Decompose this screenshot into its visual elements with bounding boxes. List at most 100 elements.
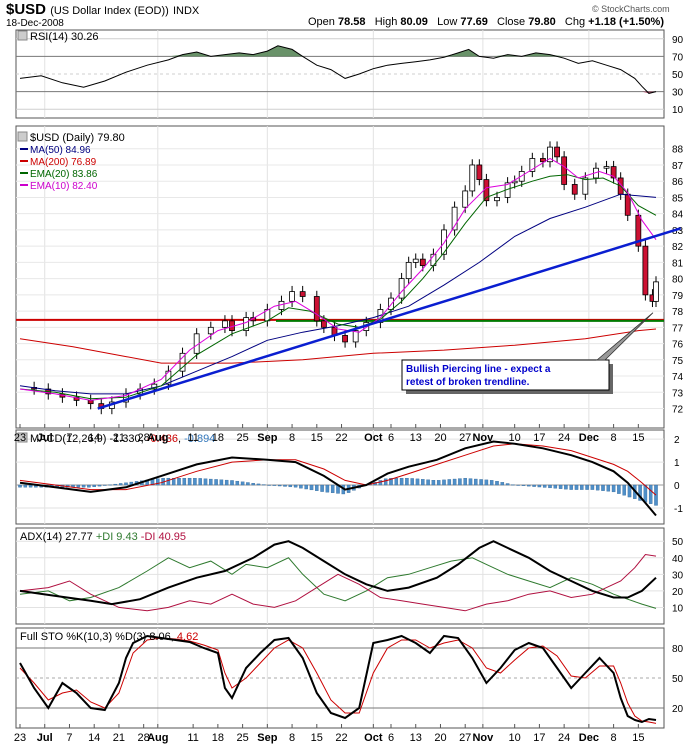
macd-label-part: MACD(12,26,9) -1.330, [30,433,147,445]
macd-histogram-bar [283,484,287,487]
price-tick-label: 74 [672,372,684,383]
macd-histogram-bar [378,480,383,486]
close-value: 79.80 [528,16,556,28]
macd-histogram-bar [399,477,404,486]
x-tick-label: 11 [187,432,198,444]
macd-histogram-bar [171,477,176,486]
macd-tick-label: 0 [674,481,680,492]
macd-histogram-bar [230,480,234,486]
candle-down [419,258,426,267]
x-tick-label: 8 [289,732,295,744]
x-tick-label: 14 [88,432,100,444]
price-tick-label: 72 [672,405,684,416]
rsi-tick-label: 70 [672,52,684,63]
macd-histogram-bar [585,484,589,490]
macd-histogram-bar [527,484,531,487]
x-tick-label: 20 [434,732,446,744]
macd-label-part: , [178,433,184,445]
x-tick-label: 22 [335,732,347,744]
rsi-label: RSI(14) 30.26 [30,31,98,43]
macd-tick-label: -1 [674,504,683,515]
sto-k-line [19,634,657,724]
x-tick-label: 15 [632,432,644,444]
macd-histogram-bar [219,479,224,486]
macd-label: MACD(12,26,9) -1.330, -0.436, -0.894 [30,433,215,445]
macd-histogram-bar [28,484,33,488]
macd-histogram-bar [87,484,91,488]
macd-label-part: -0.436 [147,433,178,445]
low-value: 77.69 [460,16,488,28]
candle-up [222,320,228,328]
x-tick-label: 21 [113,732,125,744]
price-tick-label: 87 [672,161,684,172]
x-tick-label: 17 [533,432,545,444]
macd-histogram-bar [489,480,494,486]
macd-histogram-bar [330,484,335,494]
macd-tick-label: 2 [674,435,680,446]
x-tick-label: Aug [147,732,168,744]
macd-histogram-bar [177,477,181,486]
candle-down [299,291,306,297]
x-tick-label: Sep [257,732,277,744]
adx-label-part: -DI 40.95 [141,531,186,543]
x-tick-label: 18 [212,732,224,744]
annotation-text-line1: Bullish Piercing line - expect a [406,364,551,375]
watermark: © StockCharts.com [592,4,670,14]
macd-histogram-bar [246,482,250,486]
x-tick-label: Aug [147,432,168,444]
macd-histogram-bar [611,484,616,493]
macd-histogram-bar [436,480,441,486]
x-tick-label: 28 [138,732,150,744]
macd-histogram-bar [182,477,187,486]
x-tick-label: Jul [37,432,53,444]
price-tick-label: 82 [672,242,684,253]
macd-histogram-bar [580,484,584,490]
macd-histogram-bar [463,477,467,486]
x-tick-label: 27 [459,732,471,744]
candle-down [320,320,327,328]
macd-histogram-bar [187,477,192,486]
macd-histogram-bar [458,478,462,486]
x-tick-label: Nov [472,432,494,444]
x-tick-label: 24 [558,732,570,744]
x-tick-label: 7 [66,432,72,444]
macd-histogram-bar [309,484,314,491]
candle-down [554,146,560,158]
macd-histogram-bar [532,484,536,487]
x-tick-label: 23 [14,432,26,444]
macd-histogram-bar [81,484,86,488]
candle-up [529,158,536,172]
macd-histogram-bar [564,484,568,490]
macd-histogram-bar [224,479,229,486]
candle-down [540,158,546,163]
macd-histogram-bar [18,484,22,488]
candle-up [179,352,186,372]
macd-histogram-bar [542,484,547,488]
candle-down [610,166,617,179]
x-tick-label: Oct [364,732,383,744]
high-value: 80.09 [400,16,428,28]
macd-histogram-bar [198,478,202,486]
x-tick-label: 27 [459,432,471,444]
macd-histogram-bar [426,479,430,486]
x-tick-label: 22 [335,432,347,444]
macd-histogram-bar [521,484,526,486]
ma50-line [19,193,657,395]
symbol-title: $USD (US Dollar Index (EOD)) INDX [6,1,199,18]
candle-up [412,258,419,263]
x-tick-label: 21 [113,432,125,444]
macd-histogram-bar [410,478,414,486]
price-tick-label: 76 [672,340,684,351]
annotation-text-line2: retest of broken trendline. [406,377,530,388]
macd-histogram-bar [288,484,293,488]
macd-line [19,440,657,517]
price-tick-label: 78 [672,307,684,318]
sto-label: Full STO %K(10,3) %D(3) 8.06, 4.62 [20,631,198,643]
rsi-tick-label: 50 [672,70,684,81]
macd-histogram-bar [500,482,505,486]
macd-histogram-bar [548,484,552,489]
macd-histogram-bar [601,484,605,491]
macd-histogram-bar [277,484,282,487]
price-tick-label: 83 [672,226,684,237]
